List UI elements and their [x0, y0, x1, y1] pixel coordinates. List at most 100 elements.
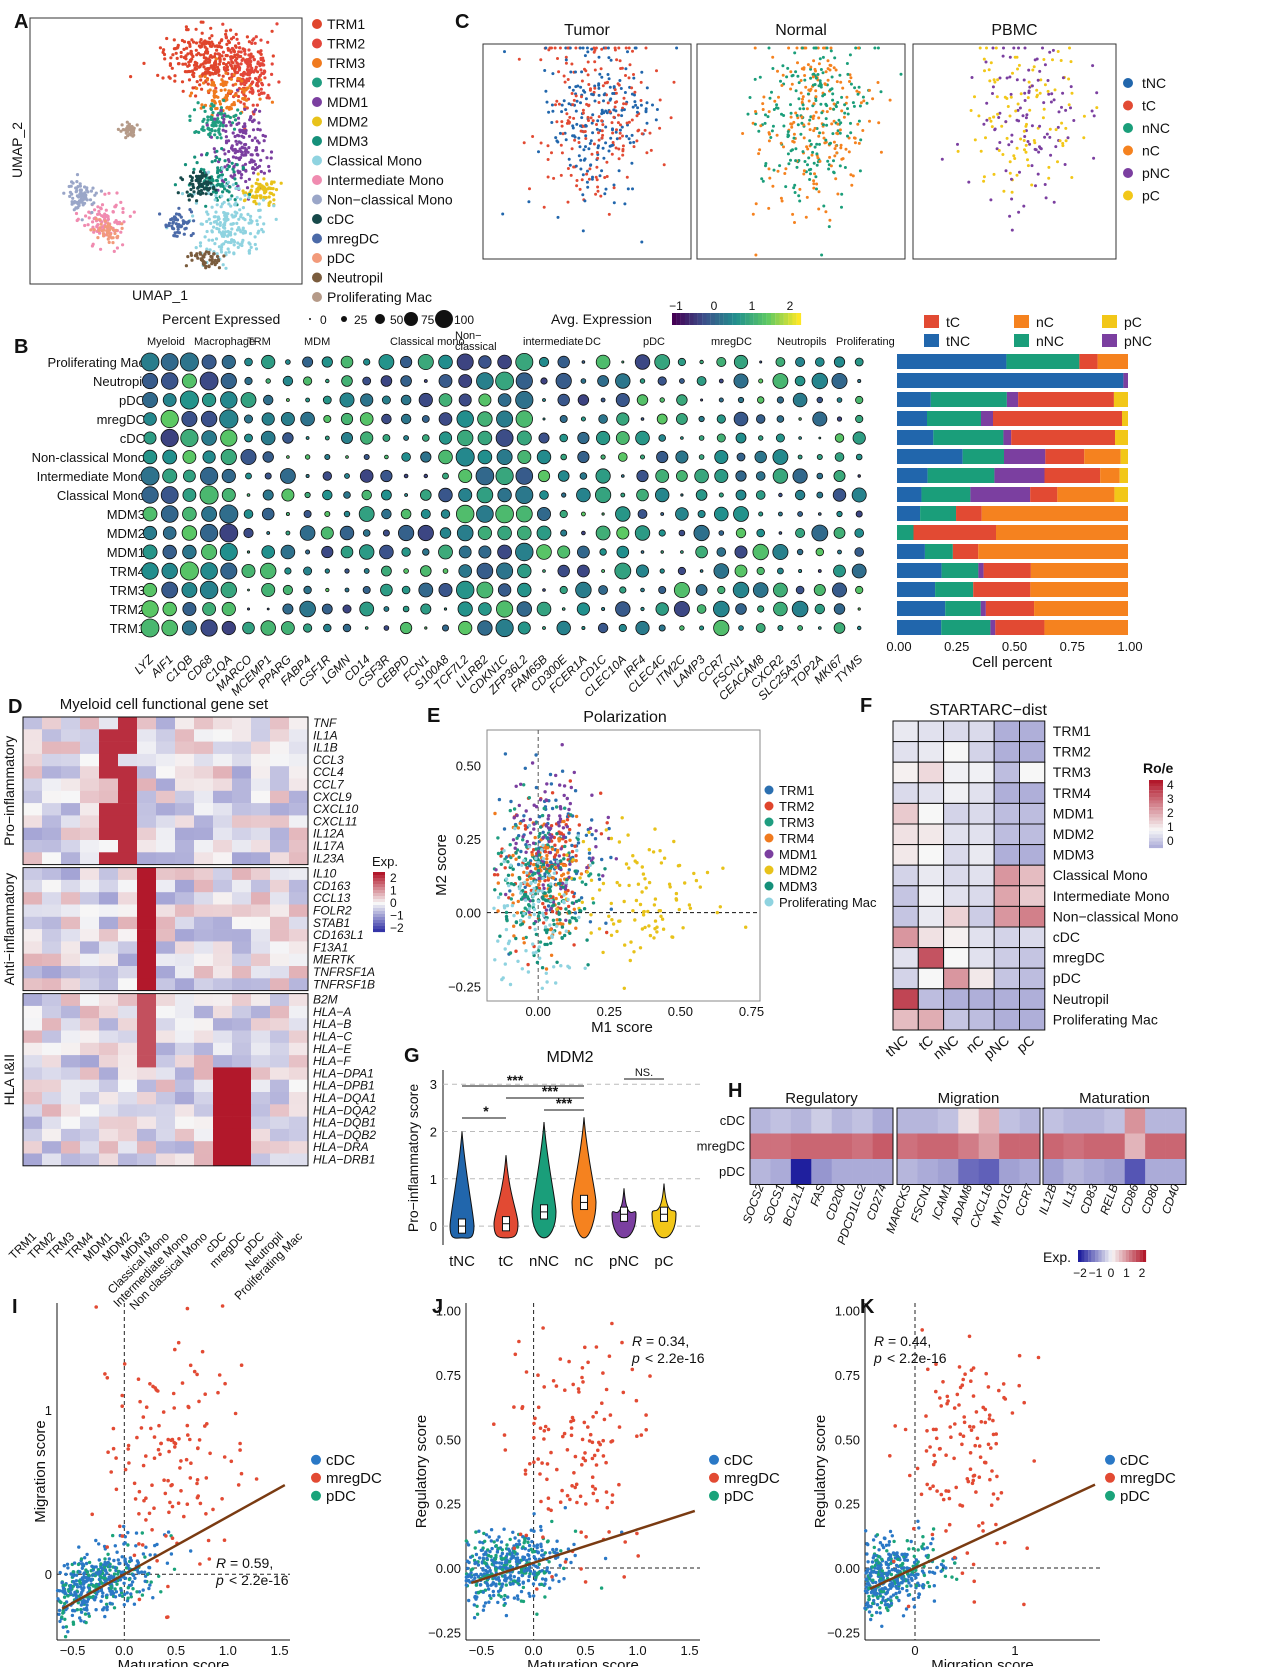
heatmap-cell — [251, 892, 271, 905]
umap-point — [1026, 158, 1029, 162]
expression-dot — [478, 545, 492, 559]
umap-point — [249, 245, 253, 249]
umap-point — [216, 168, 220, 172]
heatmap-cell — [80, 1042, 100, 1056]
umap-point — [92, 230, 96, 234]
expression-dot — [836, 416, 843, 422]
umap-point — [186, 255, 190, 259]
umap-point — [797, 97, 801, 101]
umap-point — [227, 61, 231, 65]
umap-point — [814, 95, 818, 99]
heatmap-cell — [270, 815, 290, 828]
umap-point — [785, 75, 789, 79]
umap-point — [197, 130, 201, 134]
umap-point — [209, 181, 213, 185]
panelD-gene-label: TNFRSF1A — [313, 965, 375, 979]
color-legend-swatch — [676, 313, 681, 325]
umap-point — [899, 72, 903, 76]
umap-point — [633, 100, 637, 104]
heatmap-cell — [80, 941, 100, 954]
umap-point — [1063, 163, 1067, 166]
scatter-point — [590, 832, 594, 837]
panelC-legend-label: tNC — [1142, 75, 1166, 91]
umap-point — [850, 183, 854, 187]
scatter-point — [744, 925, 748, 929]
umap-point — [1001, 153, 1005, 156]
expression-dot — [200, 619, 218, 637]
expression-dot — [833, 469, 846, 482]
umap-point — [260, 81, 264, 85]
heatmap-cell — [99, 867, 119, 881]
expression-dot — [305, 397, 311, 403]
expression-dot — [304, 491, 311, 499]
umap-point — [71, 181, 75, 185]
expression-dot — [140, 352, 160, 372]
umap-point — [794, 89, 798, 93]
umap-point — [775, 103, 779, 107]
umap-point — [70, 200, 74, 204]
heatmap-cell — [175, 892, 195, 905]
panelE-frame — [486, 729, 761, 1002]
scatter-point — [550, 835, 554, 839]
expression-dot — [477, 525, 492, 541]
scatter-point — [558, 931, 562, 935]
umap-point — [557, 70, 561, 74]
umap-point — [211, 111, 215, 115]
expression-dot — [794, 489, 806, 501]
umap-point — [199, 258, 203, 262]
umap-point — [550, 121, 554, 124]
panelD-legend-swatch — [373, 926, 385, 930]
umap-point — [568, 85, 572, 89]
expression-dot — [517, 621, 531, 635]
umap-point — [225, 98, 229, 102]
umap-point — [259, 158, 263, 162]
panelB-group-label: Proliferating — [836, 336, 895, 348]
scatter-point — [573, 844, 577, 848]
expression-dot — [757, 396, 765, 404]
stacked-bar-segment — [1097, 354, 1128, 369]
umap-point — [92, 228, 96, 232]
heatmap-cell — [194, 852, 214, 865]
umap-point — [239, 141, 243, 145]
umap-point — [771, 67, 775, 70]
umap-point — [188, 94, 192, 98]
heatmap-cell — [194, 1079, 214, 1093]
umap-point — [249, 60, 253, 64]
umap-point — [202, 168, 206, 172]
umap-point — [835, 80, 839, 84]
umap-point — [798, 187, 802, 191]
scatter-point — [585, 865, 589, 870]
umap-point — [236, 99, 240, 103]
umap-point — [215, 48, 219, 52]
umap-point — [813, 145, 817, 149]
scatter-point — [561, 872, 566, 876]
expression-dot — [477, 430, 493, 446]
heatmap-cell — [194, 892, 214, 905]
umap-point — [1051, 48, 1055, 52]
panelD-legend-swatch — [373, 890, 385, 894]
umap-point — [617, 147, 621, 151]
scatter-point — [541, 843, 545, 847]
heatmap-cell — [175, 916, 195, 930]
panel-letter-H: H — [728, 1080, 742, 1102]
scatter-point — [567, 807, 571, 812]
heatmap-cell — [289, 867, 309, 881]
umap-point — [573, 138, 577, 142]
scatter-point — [519, 881, 523, 886]
heatmap-cell — [137, 1042, 157, 1056]
expression-dot — [280, 621, 295, 635]
scatter-point — [638, 902, 643, 907]
umap-point — [973, 95, 976, 99]
scatter-point — [517, 887, 522, 891]
heatmap-cell — [232, 879, 252, 893]
heatmap-cell — [289, 1030, 309, 1044]
umap-point — [1015, 78, 1019, 82]
umap-point — [622, 96, 626, 100]
umap-point — [596, 156, 600, 160]
expression-dot — [560, 453, 567, 461]
expression-dot — [141, 600, 159, 618]
umap-point — [830, 122, 834, 126]
scatter-point — [568, 779, 572, 783]
scatter-point — [564, 881, 568, 885]
panelD-legend-swatch — [373, 881, 385, 885]
